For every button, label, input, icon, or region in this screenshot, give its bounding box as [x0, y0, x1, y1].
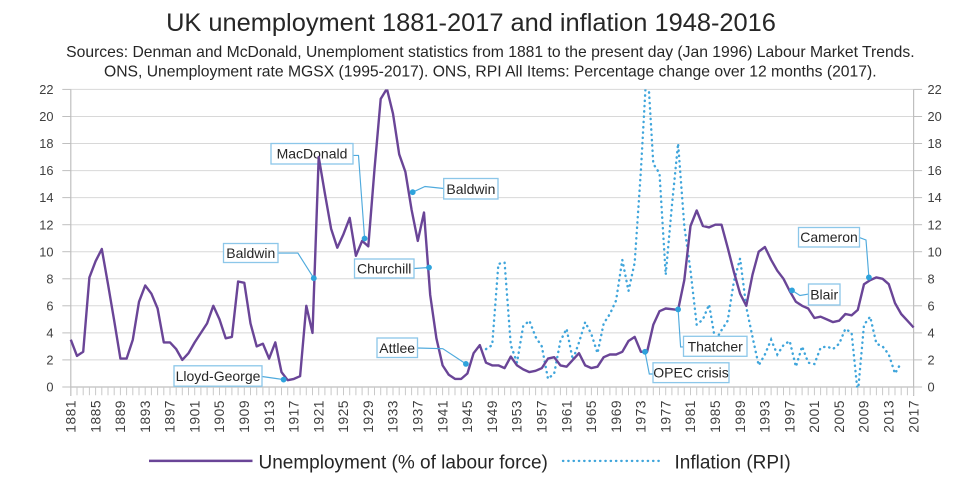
svg-text:1881: 1881: [64, 400, 79, 433]
svg-text:Sources: Denman and McDonald,: Sources: Denman and McDonald, Unemplomen…: [66, 44, 914, 61]
svg-text:1917: 1917: [287, 400, 302, 433]
svg-text:4: 4: [928, 326, 935, 341]
svg-text:2005: 2005: [832, 400, 847, 433]
svg-text:ONS, Unemployment rate MGSX (1: ONS, Unemployment rate MGSX (1995-2017).…: [104, 64, 877, 81]
svg-text:14: 14: [928, 190, 942, 205]
svg-text:1989: 1989: [733, 400, 748, 433]
svg-text:2009: 2009: [857, 400, 872, 433]
svg-text:1937: 1937: [411, 400, 426, 433]
svg-text:20: 20: [39, 109, 53, 124]
svg-text:10: 10: [928, 244, 942, 259]
svg-text:12: 12: [928, 217, 942, 232]
svg-text:16: 16: [928, 163, 942, 178]
svg-text:1909: 1909: [237, 400, 252, 433]
svg-text:Lloyd-George: Lloyd-George: [176, 368, 261, 384]
svg-text:1885: 1885: [88, 400, 103, 433]
svg-text:22: 22: [928, 82, 942, 97]
svg-text:1981: 1981: [683, 400, 698, 433]
svg-text:16: 16: [39, 163, 53, 178]
svg-text:1969: 1969: [609, 400, 624, 433]
svg-text:1905: 1905: [212, 400, 227, 433]
svg-text:6: 6: [928, 298, 935, 313]
svg-text:0: 0: [46, 380, 53, 395]
svg-text:OPEC crisis: OPEC crisis: [653, 365, 728, 381]
svg-text:18: 18: [39, 136, 53, 151]
svg-text:8: 8: [928, 271, 935, 286]
svg-text:1985: 1985: [708, 400, 723, 433]
svg-text:2013: 2013: [882, 400, 897, 433]
svg-text:1921: 1921: [311, 400, 326, 433]
svg-text:1901: 1901: [187, 400, 202, 433]
svg-text:1949: 1949: [485, 400, 500, 433]
svg-text:2001: 2001: [807, 400, 822, 433]
svg-text:Baldwin: Baldwin: [446, 181, 495, 197]
svg-text:1889: 1889: [113, 400, 128, 433]
svg-text:1997: 1997: [782, 400, 797, 433]
svg-text:18: 18: [928, 136, 942, 151]
svg-text:4: 4: [46, 326, 53, 341]
svg-text:1953: 1953: [510, 400, 525, 433]
svg-text:8: 8: [46, 271, 53, 286]
svg-text:1893: 1893: [138, 400, 153, 433]
svg-text:14: 14: [39, 190, 53, 205]
svg-text:Thatcher: Thatcher: [688, 338, 744, 354]
svg-text:12: 12: [39, 217, 53, 232]
svg-text:6: 6: [46, 298, 53, 313]
svg-text:1913: 1913: [262, 400, 277, 433]
svg-text:Baldwin: Baldwin: [226, 245, 275, 261]
svg-text:1925: 1925: [336, 400, 351, 433]
svg-text:1941: 1941: [435, 400, 450, 433]
svg-text:1961: 1961: [559, 400, 574, 433]
svg-text:Attlee: Attlee: [379, 340, 415, 356]
svg-text:1897: 1897: [163, 400, 178, 433]
svg-text:2: 2: [928, 353, 935, 368]
svg-text:Unemployment (% of labour forc: Unemployment (% of labour force): [259, 453, 548, 474]
svg-text:1945: 1945: [460, 400, 475, 433]
svg-text:0: 0: [928, 380, 935, 395]
svg-text:10: 10: [39, 244, 53, 259]
svg-text:Blair: Blair: [810, 287, 838, 303]
svg-text:UK unemployment 1881-2017 and: UK unemployment 1881-2017 and inflation …: [166, 9, 776, 37]
svg-text:1973: 1973: [634, 400, 649, 433]
svg-text:1977: 1977: [658, 400, 673, 433]
svg-text:1993: 1993: [758, 400, 773, 433]
svg-text:1933: 1933: [386, 400, 401, 433]
svg-text:Inflation (RPI): Inflation (RPI): [675, 453, 791, 474]
svg-text:Churchill: Churchill: [357, 261, 411, 277]
svg-text:22: 22: [39, 82, 53, 97]
svg-text:MacDonald: MacDonald: [277, 146, 348, 162]
svg-text:1929: 1929: [361, 400, 376, 433]
svg-text:1965: 1965: [584, 400, 599, 433]
svg-text:2: 2: [46, 353, 53, 368]
svg-text:20: 20: [928, 109, 942, 124]
svg-text:Cameron: Cameron: [800, 229, 858, 245]
svg-text:1957: 1957: [535, 400, 550, 433]
svg-text:2017: 2017: [906, 400, 921, 433]
